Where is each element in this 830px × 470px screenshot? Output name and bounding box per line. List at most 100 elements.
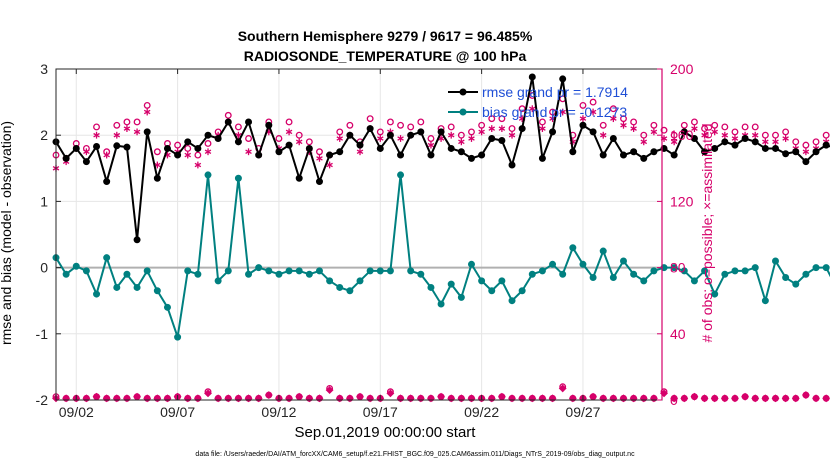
bias-point <box>356 277 364 285</box>
obs-assimilated-marker <box>508 131 516 139</box>
obs-possible-marker <box>143 101 151 109</box>
rmse-point <box>478 151 486 159</box>
obs-assimilated-low-marker <box>508 394 516 403</box>
obs-possible-marker <box>447 123 455 131</box>
obs-assimilated-marker <box>640 138 648 146</box>
star-stroke <box>539 126 546 131</box>
bias-point <box>478 277 486 285</box>
bias-point <box>640 277 648 285</box>
obs-assimilated-low-marker <box>234 394 243 403</box>
obs-assimilated-low-marker <box>457 394 466 403</box>
obs-assimilated-marker <box>711 128 718 136</box>
star-stroke <box>782 136 789 141</box>
obs-possible-marker <box>478 121 486 129</box>
rmse-point <box>630 148 638 156</box>
bias-point <box>234 174 242 182</box>
bias-point <box>680 267 688 275</box>
obs-possible-marker <box>630 118 638 126</box>
obs-assimilated-low-marker <box>386 389 395 398</box>
bias-point <box>143 267 151 275</box>
y-tick-label-left: -2 <box>36 392 49 408</box>
obs-assimilated-marker <box>143 108 151 116</box>
star-stroke <box>630 126 637 131</box>
star-stroke <box>336 136 344 141</box>
bias-point <box>72 262 80 270</box>
bias-point <box>326 277 334 285</box>
obs-assimilated-marker <box>194 161 202 169</box>
rmse-point <box>467 154 475 162</box>
star-stroke <box>184 152 192 158</box>
rmse-point <box>376 144 384 152</box>
rmse-point <box>194 144 202 152</box>
obs-assimilated-marker <box>458 138 465 146</box>
rmse-point <box>255 151 263 159</box>
obs-assimilated-marker <box>377 135 384 142</box>
y-tick-label-right: 200 <box>670 61 694 77</box>
obs-assimilated-low-marker <box>741 392 750 401</box>
bias-point <box>204 171 212 179</box>
obs-assimilated-marker <box>356 148 364 156</box>
bias-point <box>467 260 475 268</box>
bias-point <box>589 274 597 282</box>
obs-assimilated-low-marker <box>153 394 162 403</box>
bias-point <box>609 274 617 282</box>
star-stroke <box>478 129 485 135</box>
bias-point <box>690 277 698 285</box>
obs-possible-marker <box>376 128 384 136</box>
obs-assimilated-marker <box>751 131 759 139</box>
obs-assimilated-low-marker <box>406 394 415 403</box>
obs-assimilated-low-marker <box>335 394 344 403</box>
obs-assimilated-marker <box>204 148 212 156</box>
axis-ticks: 09/02 09/07 09/12 09/17 09/22 09/27 -2 -1 0 1 2 3 0 4… <box>36 61 694 420</box>
rmse-point <box>204 131 212 139</box>
y-tick-label-right: 0 <box>670 392 678 408</box>
obs-assimilated-marker <box>670 138 678 146</box>
bias-point <box>427 283 435 291</box>
star-stroke <box>397 136 404 141</box>
y-tick-label-right: 40 <box>670 326 686 342</box>
bias-point <box>447 280 455 288</box>
obs-assimilated-marker <box>802 148 810 156</box>
obs-assimilated-low-marker <box>295 392 304 401</box>
star-stroke <box>326 162 333 168</box>
obs-possible-marker <box>518 105 526 113</box>
rmse-point <box>711 144 719 152</box>
obs-assimilated-low-marker <box>700 394 709 403</box>
obs-assimilated-low-marker <box>771 394 780 403</box>
bias-point <box>822 264 830 272</box>
rmse-point <box>386 131 394 139</box>
obs-assimilated-marker <box>762 138 769 146</box>
star-stroke <box>154 162 161 168</box>
bias-point <box>366 267 374 275</box>
obs-assimilated-low-marker <box>325 386 334 394</box>
obs-possible-marker <box>174 141 182 149</box>
star-stroke <box>772 139 779 145</box>
rmse-point <box>599 151 607 159</box>
obs-possible-marker <box>285 118 293 126</box>
rmse-point <box>397 151 405 159</box>
obs-assimilated-marker <box>559 108 566 116</box>
star-stroke <box>650 129 658 135</box>
obs-possible-marker <box>133 118 141 126</box>
bias-point <box>721 270 729 278</box>
obs-possible-marker <box>397 121 404 129</box>
rmse-point <box>559 75 567 83</box>
obs-possible-marker <box>204 140 212 147</box>
star-stroke <box>579 116 587 121</box>
obs-assimilated-marker <box>691 125 698 132</box>
obs-possible-marker <box>721 123 729 131</box>
obs-assimilated-low-marker <box>731 394 739 403</box>
obs-assimilated-low-marker <box>193 394 202 403</box>
obs-assimilated-low-marker <box>305 394 314 403</box>
y-tick-label-right: 160 <box>670 127 694 143</box>
obs-assimilated-marker <box>630 125 637 132</box>
obs-assimilated-low-marker <box>812 394 820 403</box>
obs-assimilated-marker <box>295 138 303 146</box>
rmse-point <box>640 154 648 162</box>
rmse-point <box>265 121 273 129</box>
star-stroke <box>194 162 202 168</box>
rmse-point <box>701 148 709 156</box>
rmse-point <box>771 144 779 152</box>
obs-assimilated-marker <box>397 135 404 142</box>
obs-assimilated-marker <box>478 128 485 136</box>
